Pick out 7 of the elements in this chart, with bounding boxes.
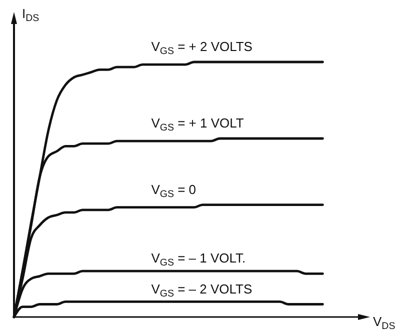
series-label: V$_{GS}$ = + 2 VOLTS — [151, 39, 253, 57]
y-axis-title: I$_{DS}$ — [22, 6, 40, 24]
series-label: V$_{GS}$ = – 1 VOLT. — [151, 250, 246, 269]
series-label: V$_{GS}$ = 0 — [151, 182, 196, 200]
x-axis-title: V$_{DS}$ — [373, 314, 396, 332]
series-label: V$_{GS}$ = + 1 VOLT — [151, 116, 244, 134]
series-label: V$_{GS}$ = – 2 VOLTS — [151, 281, 252, 300]
